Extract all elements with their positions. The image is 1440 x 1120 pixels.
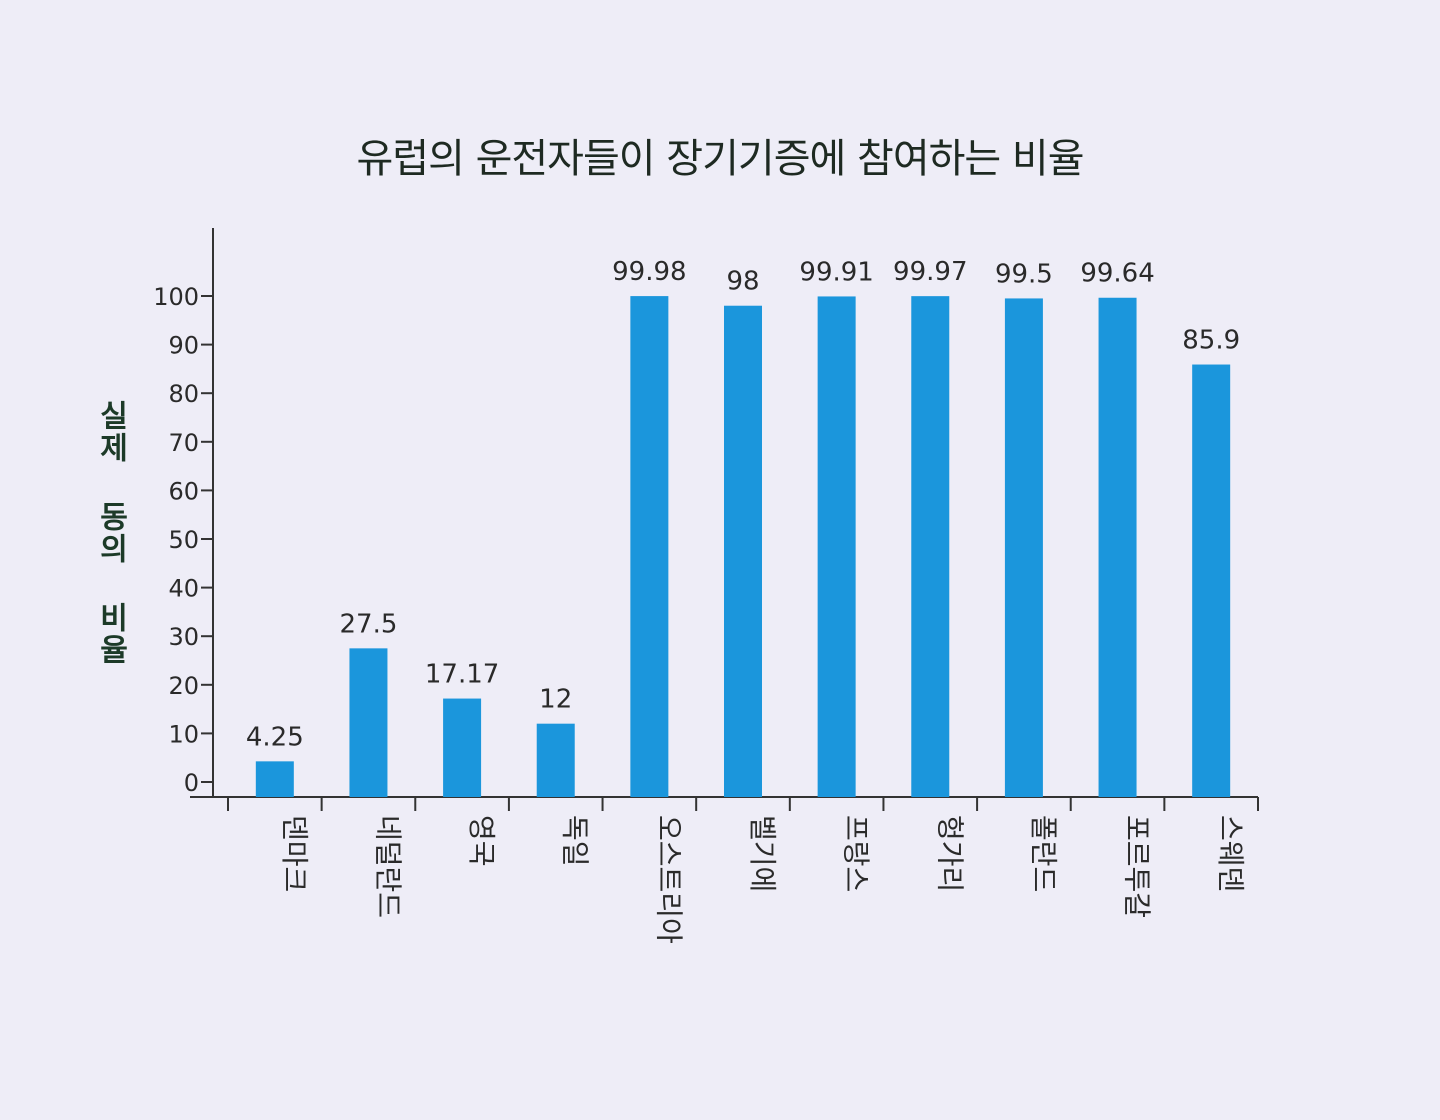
y-axis-label: 실제 동의 비율 xyxy=(93,400,128,666)
x-tick-label: 벨기에 xyxy=(746,815,779,892)
y-tick-label: 100 xyxy=(153,283,199,311)
y-tick-label: 80 xyxy=(168,380,199,408)
x-tick-label: 스웨덴 xyxy=(1214,815,1247,892)
bar xyxy=(630,296,669,797)
x-tick-label: 폴란드 xyxy=(1027,815,1060,892)
data-label: 4.25 xyxy=(246,722,304,752)
data-label: 99.98 xyxy=(612,257,686,287)
y-tick-label: 0 xyxy=(184,769,199,797)
bar xyxy=(443,698,482,797)
chart-title: 유럽의 운전자들이 장기기증에 참여하는 비율 xyxy=(356,136,1084,182)
bar xyxy=(724,305,762,797)
data-label: 27.5 xyxy=(340,609,398,639)
y-tick-label: 20 xyxy=(168,672,199,700)
y-tick-label: 70 xyxy=(168,429,199,457)
y-tick-label: 90 xyxy=(168,332,199,360)
bar xyxy=(255,761,294,797)
x-tick-label: 오스트리아 xyxy=(652,815,685,944)
x-tick-label: 덴마크 xyxy=(278,815,311,892)
data-label: 99.5 xyxy=(995,259,1053,289)
data-label: 85.9 xyxy=(1182,326,1240,356)
y-tick-label: 60 xyxy=(168,477,199,505)
y-tick-label: 50 xyxy=(168,526,199,554)
x-tick-label: 헝가리 xyxy=(933,815,966,892)
data-label: 98 xyxy=(726,267,759,297)
data-label: 99.91 xyxy=(799,257,873,287)
data-label: 12 xyxy=(539,685,572,715)
data-label: 99.97 xyxy=(893,257,967,287)
y-tick-label: 10 xyxy=(168,720,199,748)
data-label: 99.64 xyxy=(1080,259,1154,289)
y-tick-label: 30 xyxy=(168,623,199,651)
x-tick-label: 프랑스 xyxy=(840,815,873,892)
x-tick-label: 영국 xyxy=(465,815,498,867)
x-tick-label: 네덜란드 xyxy=(371,815,404,918)
x-tick-label: 포르투갈 xyxy=(1121,815,1154,918)
bar xyxy=(1004,298,1043,797)
y-tick-label: 40 xyxy=(168,575,199,603)
bar xyxy=(1098,297,1137,797)
data-label: 17.17 xyxy=(425,660,499,690)
bar xyxy=(1192,364,1231,797)
bar xyxy=(817,296,856,797)
bar xyxy=(911,296,950,797)
bar xyxy=(536,723,575,797)
bar xyxy=(349,648,388,797)
x-tick-label: 독일 xyxy=(559,815,592,867)
